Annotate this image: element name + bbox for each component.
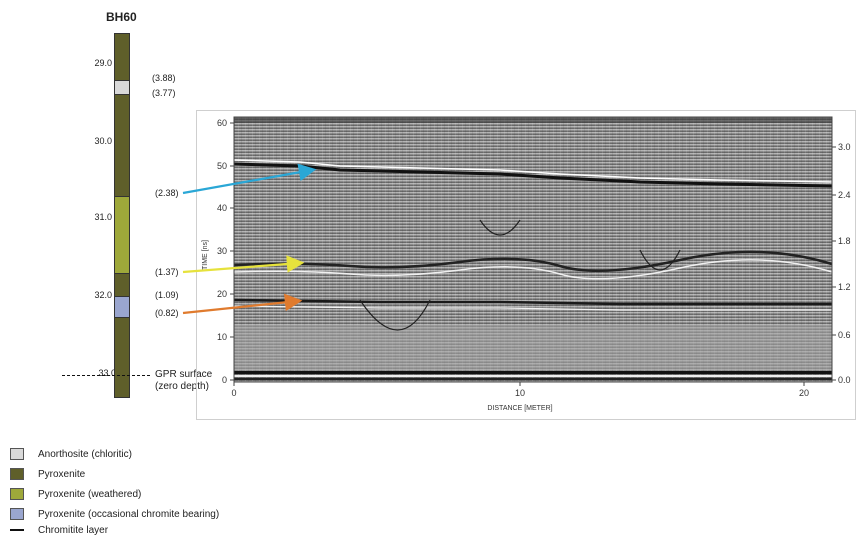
left-y-tick-label: 30 (217, 246, 227, 256)
radargram-image (233, 117, 833, 382)
arrow-blue (182, 163, 317, 195)
arrow-yellow (182, 255, 305, 274)
layer-annotation: (2.38) (155, 188, 179, 198)
legend-item-weathered: Pyroxenite (weathered) (10, 486, 141, 502)
left-y-tick-label: 0 (222, 375, 227, 385)
legend-label: Pyroxenite (occasional chromite bearing) (38, 508, 220, 520)
layer-annotation: (3.77) (152, 88, 176, 98)
right-y-tick-label: 0.0 (838, 375, 851, 385)
gpr-surface-label: GPR surface (zero depth) (155, 369, 212, 393)
right-y-tick-label: 1.2 (838, 282, 851, 292)
depth-tick: 29.0 (94, 58, 112, 68)
depth-tick: 30.0 (94, 136, 112, 146)
legend-item-chromitite: Chromitite layer (10, 522, 108, 538)
legend-item-chromite-bearing: Pyroxenite (occasional chromite bearing) (10, 506, 219, 522)
layer-annotation: (1.37) (155, 267, 179, 277)
chromite-bearing-layer (115, 296, 129, 318)
depth-tick: 31.0 (94, 212, 112, 222)
legend-label: Anorthosite (chloritic) (38, 448, 132, 460)
left-y-tick-label: 10 (217, 332, 227, 342)
radargram-panel (196, 110, 856, 420)
layer-annotation: (0.82) (155, 308, 179, 318)
right-y-tick-label: 0.6 (838, 330, 851, 340)
legend-line-swatch (10, 524, 24, 536)
right-y-tick-label: 3.0 (838, 142, 851, 152)
left-y-axis-label: TIME [ns] (202, 240, 209, 270)
x-axis: 0 10 20 DISTANCE [METER] (231, 382, 809, 412)
left-y-axis: 0 10 20 30 40 50 60 TIME [ns] (202, 118, 234, 385)
layer-annotation: (3.88) (152, 73, 176, 83)
gpr-surface-line (62, 375, 150, 376)
gpr-surface-label-line2: (zero depth) (155, 381, 209, 392)
borehole-column (114, 33, 130, 398)
x-tick-label: 20 (799, 388, 809, 398)
legend-swatch (10, 468, 24, 480)
legend-swatch (10, 488, 24, 500)
x-tick-label: 10 (515, 388, 525, 398)
right-y-axis: 0.0 0.6 1.2 1.8 2.4 3.0 (832, 142, 851, 385)
gpr-surface-label-line1: GPR surface (155, 369, 213, 380)
left-y-tick-label: 60 (217, 118, 227, 128)
legend-label: Pyroxenite (weathered) (38, 488, 142, 500)
right-y-tick-label: 1.8 (838, 236, 851, 246)
left-y-tick-label: 40 (217, 203, 227, 213)
left-y-tick-label: 20 (217, 289, 227, 299)
layer-annotation: (1.09) (155, 290, 179, 300)
legend-swatch (10, 448, 24, 460)
x-axis-label: DISTANCE [METER] (487, 405, 552, 412)
left-y-tick-label: 50 (217, 161, 227, 171)
x-tick-label: 0 (231, 388, 236, 398)
depth-tick: 32.0 (94, 290, 112, 300)
arrow-orange (182, 293, 303, 315)
weathered-pyroxenite-layer (115, 196, 129, 274)
anorthosite-layer (115, 80, 129, 95)
radargram-frame (233, 116, 833, 383)
borehole-title: BH60 (106, 10, 137, 24)
legend-swatch (10, 508, 24, 520)
legend-label: Pyroxenite (38, 468, 86, 480)
right-y-tick-label: 2.4 (838, 190, 851, 200)
legend-item-anorthosite: Anorthosite (chloritic) (10, 446, 132, 462)
depth-tick: 33.0 (98, 368, 116, 378)
legend-item-pyroxenite: Pyroxenite (10, 466, 85, 482)
legend-label: Chromitite layer (38, 524, 109, 536)
